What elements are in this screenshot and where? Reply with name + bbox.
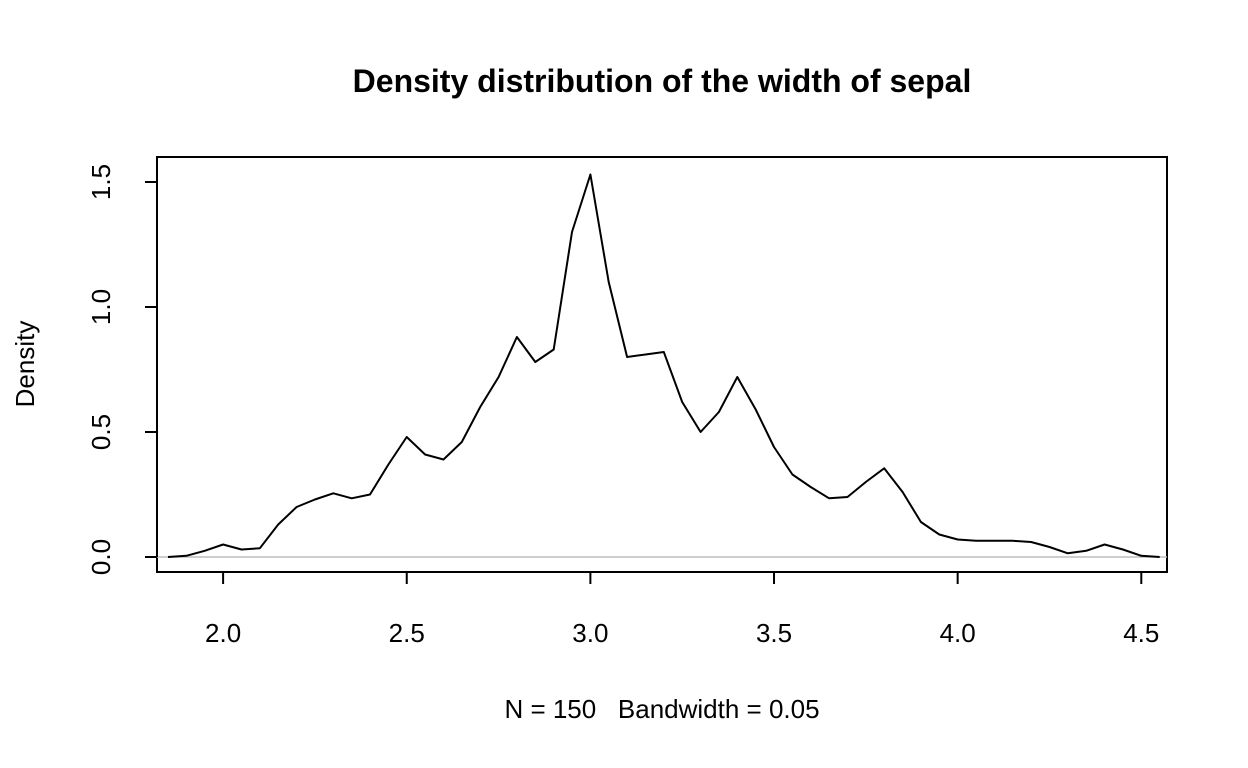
x-tick-label: 2.0 [205, 618, 241, 648]
y-tick-label: 0.0 [86, 539, 116, 575]
density-curve [167, 173, 1160, 558]
y-tick-label: 0.5 [86, 414, 116, 450]
chart-title: Density distribution of the width of sep… [353, 63, 972, 99]
x-axis: 2.0 2.5 3.0 3.5 4.0 4.5 [205, 571, 1159, 648]
y-tick-label: 1.0 [86, 289, 116, 325]
x-tick-label: 4.5 [1123, 618, 1159, 648]
x-tick-label: 3.5 [756, 618, 792, 648]
y-tick-label: 1.5 [86, 164, 116, 200]
x-tick-label: 3.0 [572, 618, 608, 648]
x-axis-label: N = 150 Bandwidth = 0.05 [504, 694, 819, 724]
y-axis-label: Density [10, 321, 40, 408]
y-axis: 0.0 0.5 1.0 1.5 [86, 164, 158, 575]
x-tick-label: 2.5 [389, 618, 425, 648]
plot-frame [156, 156, 1168, 573]
x-tick-label: 4.0 [940, 618, 976, 648]
